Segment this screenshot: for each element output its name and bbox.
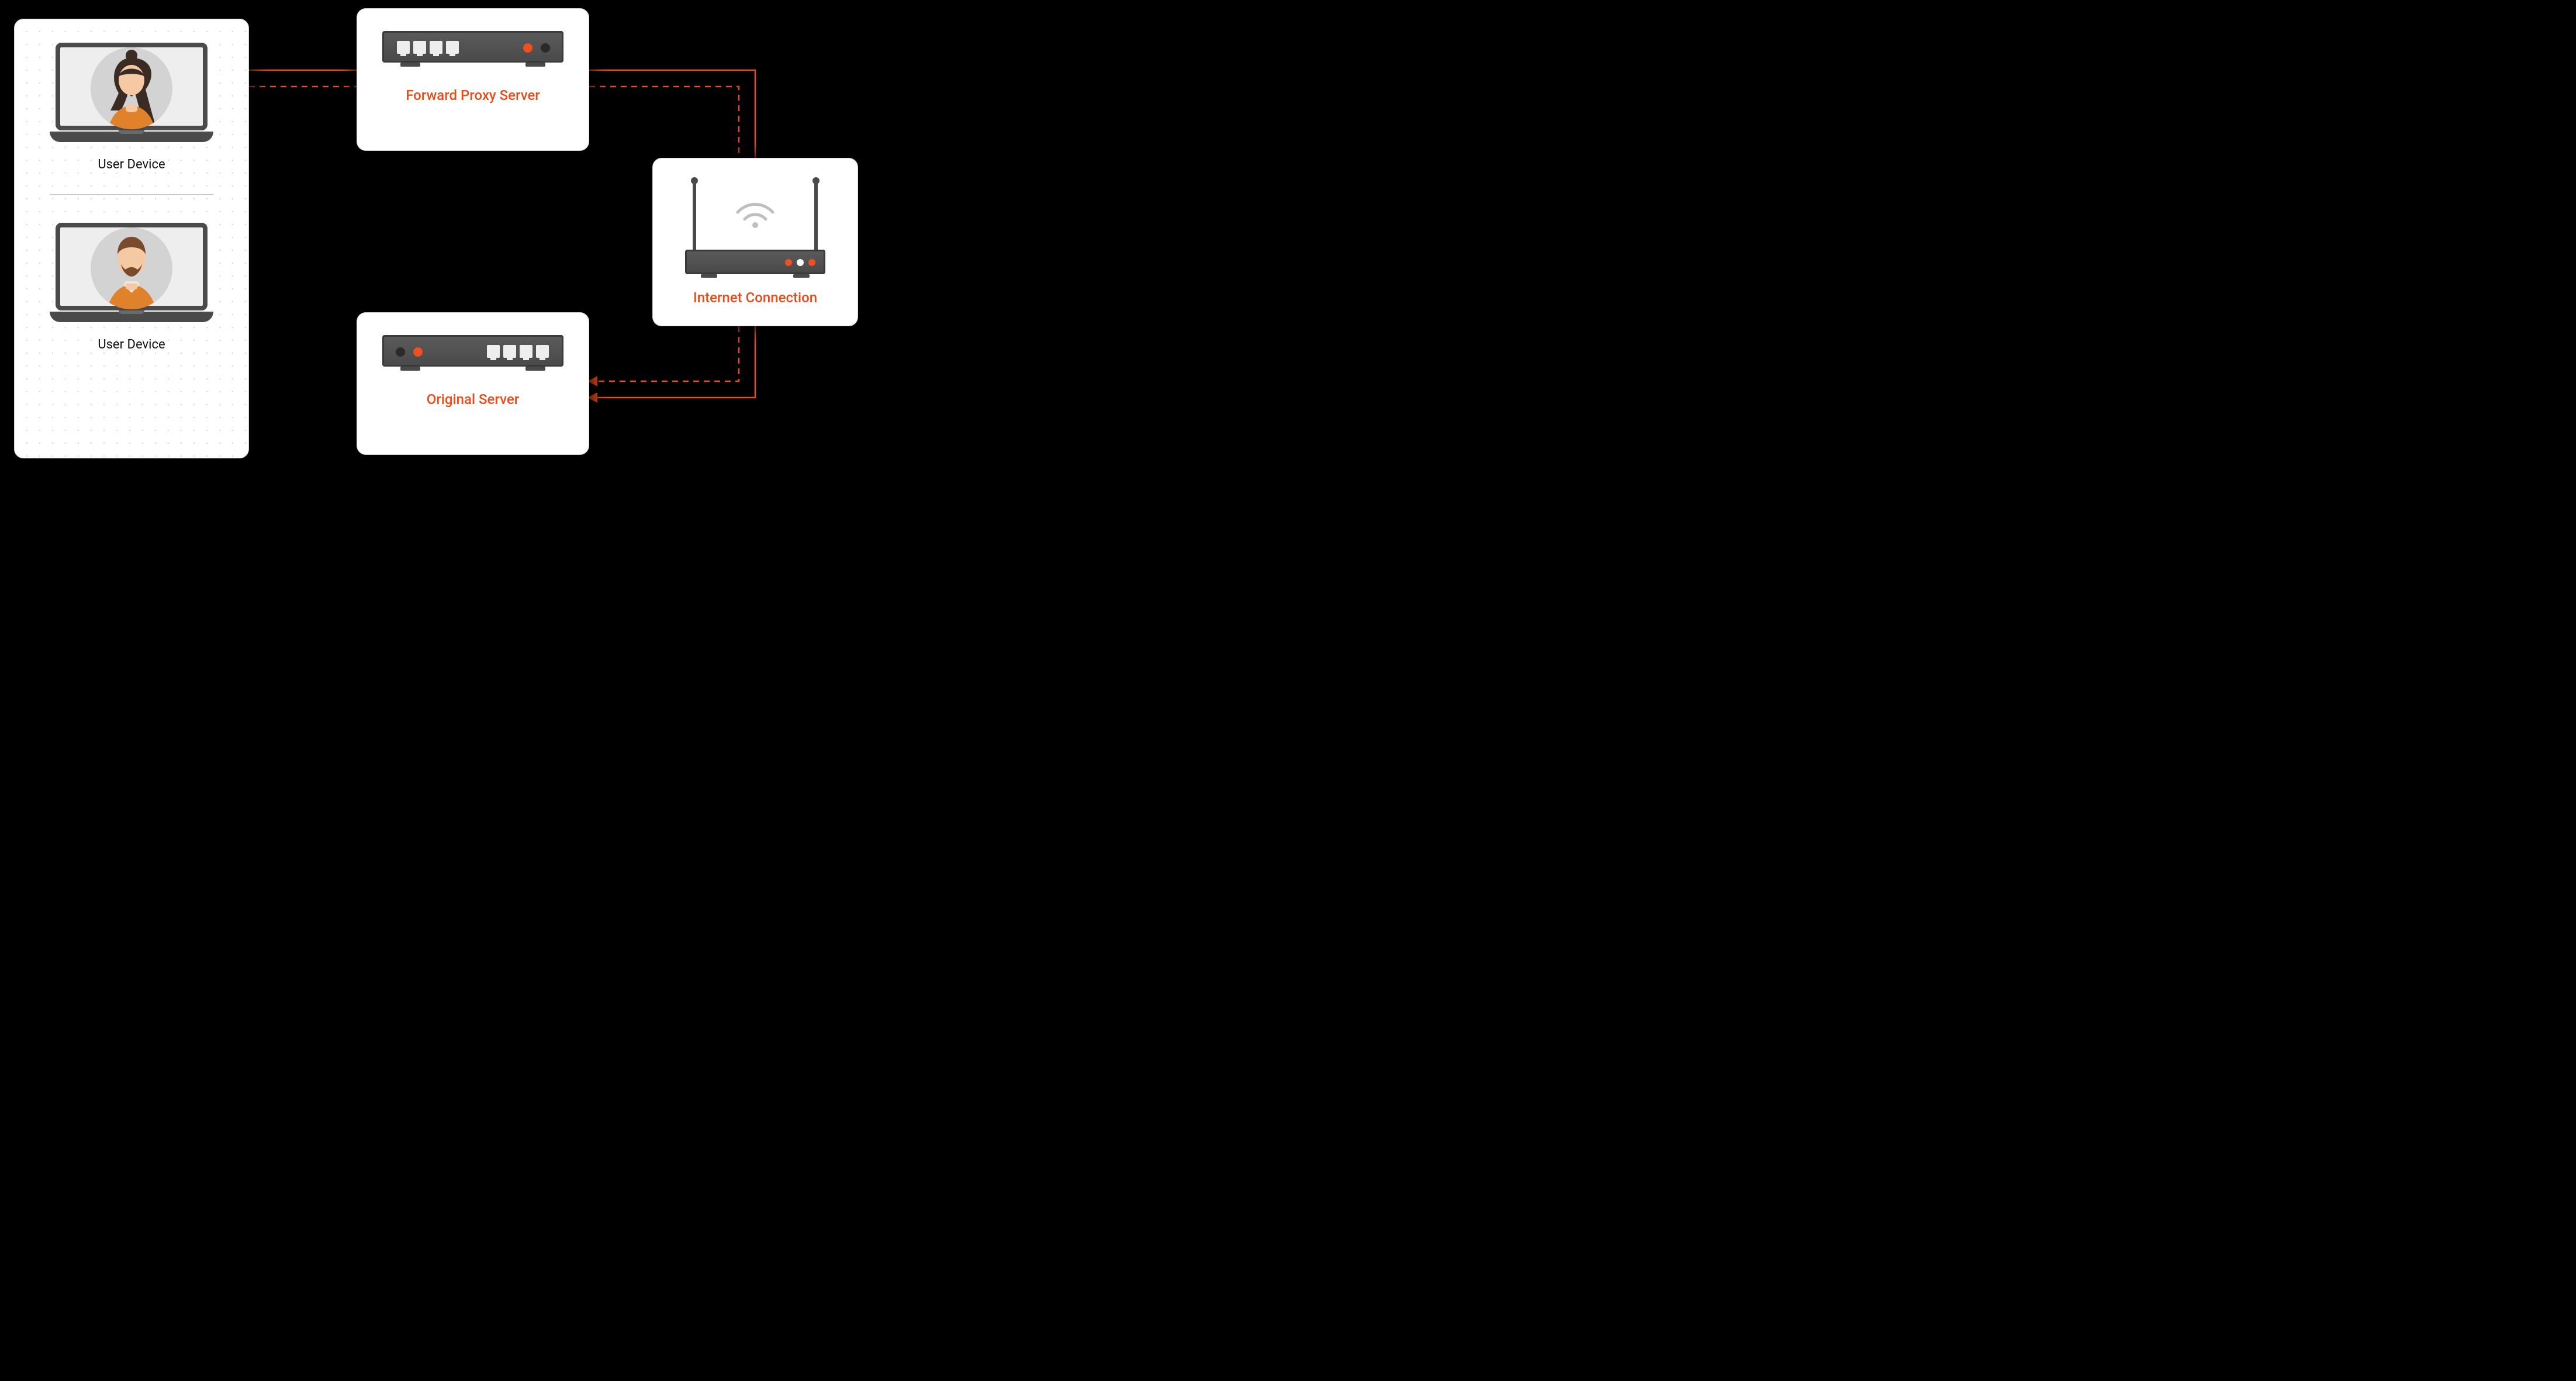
laptop-icon bbox=[50, 223, 213, 322]
original-server-label: Original Server bbox=[427, 391, 519, 408]
original-server-card: Original Server bbox=[357, 312, 589, 455]
internet-label: Internet Connection bbox=[693, 289, 817, 306]
router-icon bbox=[676, 175, 834, 280]
user-device-2: User Device bbox=[15, 199, 248, 358]
server-icon bbox=[382, 31, 563, 63]
user-device-1: User Device bbox=[15, 19, 248, 178]
avatar-male-icon bbox=[91, 227, 172, 309]
internet-card: Internet Connection bbox=[652, 158, 858, 326]
edge-internet-to-origin-solid bbox=[589, 326, 755, 398]
user-devices-panel: User Device bbox=[14, 19, 249, 458]
edge-proxy-to-internet-dashed bbox=[589, 87, 739, 158]
edge-internet-to-origin-dashed bbox=[589, 326, 739, 381]
edge-proxy-to-internet-solid bbox=[589, 70, 755, 158]
diagram-canvas: User Device bbox=[0, 0, 900, 482]
laptop-icon bbox=[50, 43, 213, 142]
wifi-icon bbox=[732, 195, 779, 232]
proxy-server-card: Forward Proxy Server bbox=[357, 8, 589, 151]
server-icon bbox=[382, 335, 563, 367]
avatar-female-icon bbox=[91, 47, 172, 129]
user-device-1-label: User Device bbox=[98, 157, 165, 172]
proxy-server-label: Forward Proxy Server bbox=[406, 87, 540, 103]
panel-divider bbox=[50, 194, 213, 195]
user-device-2-label: User Device bbox=[98, 337, 165, 352]
